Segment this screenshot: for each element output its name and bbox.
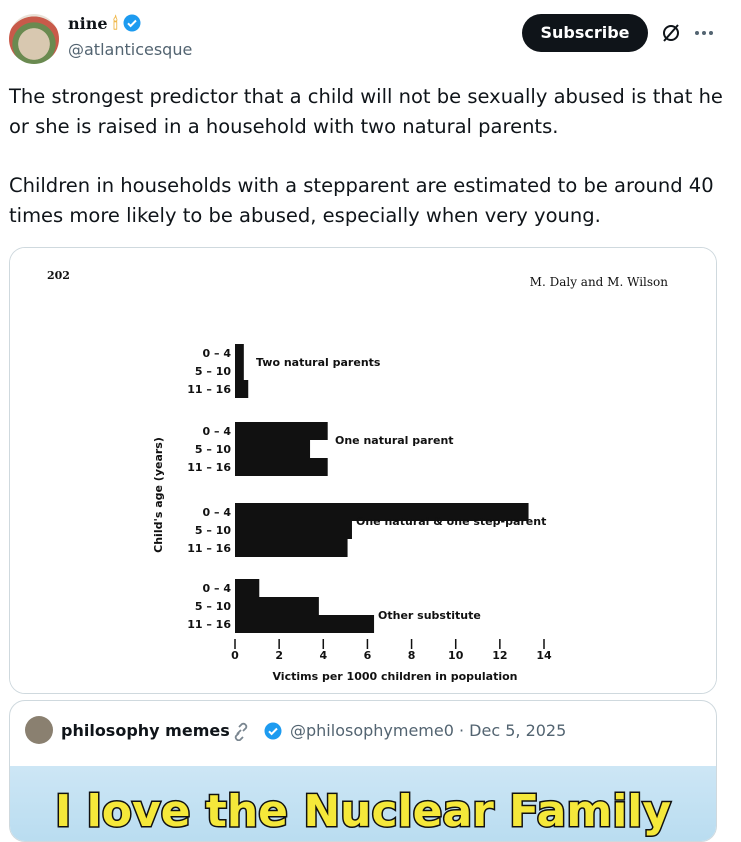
- age-label: 0 – 4: [203, 347, 232, 360]
- bar: [235, 422, 328, 440]
- x-tick-label: 4: [319, 649, 327, 662]
- age-label: 5 – 10: [195, 443, 231, 456]
- quote-badges: [234, 722, 282, 741]
- bar: [235, 458, 328, 476]
- quote-handle-text: @philosophymeme0: [290, 721, 454, 740]
- name-text[interactable]: nine: [68, 14, 108, 33]
- x-axis-label: Victims per 1000 children in population: [272, 670, 517, 683]
- group-label: One natural parent: [335, 434, 454, 447]
- emoji: 🕯: [113, 14, 118, 33]
- display-name[interactable]: nine 🕯: [68, 14, 141, 34]
- age-label: 0 – 4: [203, 506, 232, 519]
- image-caption: I love the Nuclear Family: [55, 786, 671, 837]
- bar: [235, 440, 311, 458]
- age-label: 11 – 16: [187, 461, 231, 474]
- subscribe-button[interactable]: Subscribe: [522, 14, 648, 52]
- grok-icon[interactable]: [660, 22, 682, 44]
- bar: [235, 344, 244, 362]
- bar: [235, 615, 375, 633]
- chart-card[interactable]: 202 M. Daly and M. Wilson Victims per 10…: [9, 247, 717, 694]
- age-label: 5 – 10: [195, 524, 231, 537]
- paragraph: The strongest predictor that a child wil…: [9, 85, 723, 138]
- verified-badge: [123, 14, 141, 32]
- quote-handle: @philosophymeme0 · Dec 5, 2025: [290, 721, 566, 740]
- group-label: One natural & one step-parent: [356, 515, 546, 528]
- authors: M. Daly and M. Wilson: [530, 275, 669, 289]
- age-label: 11 – 16: [187, 542, 231, 555]
- age-label: 5 – 10: [195, 365, 231, 378]
- x-tick-label: 12: [492, 649, 507, 662]
- y-axis-label: Child's age (years): [152, 437, 165, 553]
- age-label: 5 – 10: [195, 600, 231, 613]
- bar: [235, 579, 260, 597]
- paragraph: Children in households with a stepparent…: [9, 174, 714, 227]
- quote-name: philosophy memes: [61, 721, 230, 740]
- quote-image-text: I love the Nuclear Family: [53, 785, 672, 839]
- age-label: 11 – 16: [187, 618, 231, 631]
- chart: 202 M. Daly and M. Wilson Victims per 10…: [10, 248, 716, 693]
- avatar[interactable]: [9, 14, 59, 64]
- x-tick-label: 6: [364, 649, 372, 662]
- more-button[interactable]: [694, 30, 716, 36]
- page-number: 202: [47, 269, 70, 282]
- age-label: 0 – 4: [203, 582, 232, 595]
- tweet-text: The strongest predictor that a child wil…: [9, 82, 724, 260]
- bar: [235, 539, 348, 557]
- bar: [235, 380, 249, 398]
- x-tick-label: 10: [448, 649, 464, 662]
- bar: [235, 597, 319, 615]
- age-label: 0 – 4: [203, 425, 232, 438]
- bar: [235, 503, 529, 521]
- group-label: Two natural parents: [256, 356, 381, 369]
- handle[interactable]: @atlanticesque: [68, 40, 193, 59]
- quote-card[interactable]: philosophy memes @philosophymeme0 · Dec …: [9, 700, 717, 842]
- x-tick-label: 14: [536, 649, 552, 662]
- bar: [235, 362, 244, 380]
- age-label: 11 – 16: [187, 383, 231, 396]
- quote-avatar: [25, 716, 53, 744]
- quote-image: I love the Nuclear Family: [10, 766, 716, 841]
- group-label: Other substitute: [378, 609, 481, 622]
- bar: [235, 521, 352, 539]
- x-tick-label: 8: [408, 649, 416, 662]
- x-tick-label: 2: [275, 649, 283, 662]
- quote-date: · Dec 5, 2025: [459, 721, 567, 740]
- x-tick-label: 0: [231, 649, 239, 662]
